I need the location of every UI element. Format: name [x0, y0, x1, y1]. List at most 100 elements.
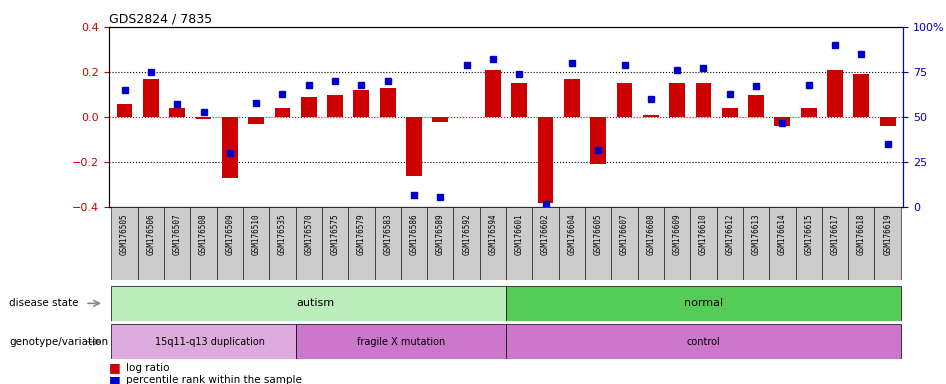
Bar — [611, 207, 638, 280]
Bar — [485, 70, 500, 117]
Text: GSM176607: GSM176607 — [620, 213, 629, 255]
Text: GSM176617: GSM176617 — [831, 213, 839, 255]
Text: GSM176609: GSM176609 — [673, 213, 682, 255]
Bar — [533, 207, 559, 280]
Text: GSM176508: GSM176508 — [199, 213, 208, 255]
Bar — [617, 83, 633, 117]
Text: log ratio: log ratio — [126, 363, 169, 373]
Bar — [480, 207, 506, 280]
Bar — [796, 207, 822, 280]
Text: GSM176506: GSM176506 — [147, 213, 155, 255]
Bar — [322, 207, 348, 280]
Text: GSM176535: GSM176535 — [278, 213, 287, 255]
Bar — [585, 207, 611, 280]
Bar — [116, 104, 132, 117]
Text: ■: ■ — [109, 374, 120, 384]
Text: GSM176509: GSM176509 — [225, 213, 235, 255]
Text: percentile rank within the sample: percentile rank within the sample — [126, 375, 302, 384]
Text: 15q11-q13 duplication: 15q11-q13 duplication — [155, 337, 265, 347]
Text: GSM176612: GSM176612 — [726, 213, 734, 255]
Text: GSM176614: GSM176614 — [778, 213, 787, 255]
Text: GSM176608: GSM176608 — [646, 213, 656, 255]
Bar — [590, 117, 606, 164]
Bar — [880, 117, 896, 126]
Bar — [406, 117, 422, 176]
Bar — [643, 115, 658, 117]
Bar — [853, 74, 869, 117]
Bar — [801, 108, 816, 117]
Text: GSM176604: GSM176604 — [568, 213, 576, 255]
Bar — [428, 207, 453, 280]
Bar — [769, 207, 796, 280]
Bar — [164, 207, 190, 280]
Bar — [722, 108, 738, 117]
Text: disease state: disease state — [9, 298, 79, 308]
Bar — [375, 207, 401, 280]
Bar — [379, 88, 395, 117]
Bar — [638, 207, 664, 280]
Bar — [669, 83, 685, 117]
Text: GSM176575: GSM176575 — [330, 213, 340, 255]
Bar — [295, 324, 506, 359]
Text: GDS2824 / 7835: GDS2824 / 7835 — [109, 13, 212, 26]
Bar — [775, 117, 790, 126]
Bar — [301, 97, 317, 117]
Bar — [559, 207, 585, 280]
Bar — [143, 79, 159, 117]
Text: GSM176570: GSM176570 — [305, 213, 313, 255]
Text: GSM176579: GSM176579 — [357, 213, 366, 255]
Bar — [453, 207, 480, 280]
Text: GSM176510: GSM176510 — [252, 213, 261, 255]
Bar — [691, 207, 717, 280]
Bar — [112, 286, 506, 321]
Text: GSM176602: GSM176602 — [541, 213, 550, 255]
Bar — [222, 117, 237, 178]
Text: GSM176610: GSM176610 — [699, 213, 708, 255]
Text: GSM176615: GSM176615 — [804, 213, 814, 255]
Text: GSM176583: GSM176583 — [383, 213, 393, 255]
Bar — [327, 94, 343, 117]
Text: GSM176507: GSM176507 — [173, 213, 182, 255]
Bar — [217, 207, 243, 280]
Bar — [506, 207, 533, 280]
Bar — [717, 207, 743, 280]
Text: GSM176592: GSM176592 — [463, 213, 471, 255]
Bar — [506, 286, 901, 321]
Bar — [748, 94, 764, 117]
Bar — [695, 83, 711, 117]
Bar — [270, 207, 295, 280]
Bar — [348, 207, 375, 280]
Bar — [506, 324, 901, 359]
Bar — [874, 207, 901, 280]
Bar — [295, 207, 322, 280]
Bar — [190, 207, 217, 280]
Bar — [432, 117, 448, 122]
Bar — [512, 83, 527, 117]
Bar — [354, 90, 369, 117]
Text: GSM176605: GSM176605 — [594, 213, 603, 255]
Text: GSM176589: GSM176589 — [436, 213, 445, 255]
Bar — [822, 207, 849, 280]
Text: genotype/variation: genotype/variation — [9, 337, 109, 347]
Bar — [743, 207, 769, 280]
Text: GSM176505: GSM176505 — [120, 213, 129, 255]
Bar — [248, 117, 264, 124]
Text: ■: ■ — [109, 361, 120, 374]
Bar — [401, 207, 428, 280]
Bar — [827, 70, 843, 117]
Text: GSM176601: GSM176601 — [515, 213, 524, 255]
Bar — [564, 79, 580, 117]
Bar — [112, 207, 138, 280]
Text: GSM176613: GSM176613 — [751, 213, 761, 255]
Bar — [664, 207, 691, 280]
Bar — [537, 117, 553, 203]
Text: GSM176594: GSM176594 — [488, 213, 498, 255]
Text: GSM176586: GSM176586 — [410, 213, 418, 255]
Bar — [196, 117, 211, 119]
Text: control: control — [687, 337, 720, 347]
Bar — [112, 324, 295, 359]
Text: autism: autism — [296, 298, 334, 308]
Text: fragile X mutation: fragile X mutation — [357, 337, 445, 347]
Bar — [274, 108, 290, 117]
Text: normal: normal — [684, 298, 723, 308]
